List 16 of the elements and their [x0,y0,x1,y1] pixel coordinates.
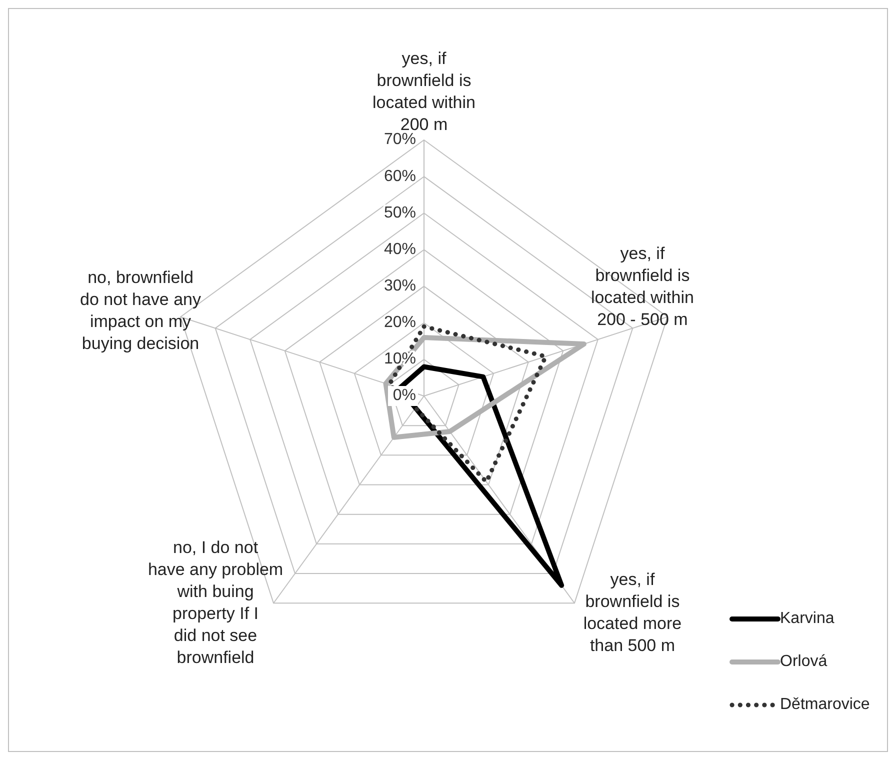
y-tick-label: 0% [392,387,416,404]
y-tick-label: 10% [384,350,416,368]
y-tick-label: 20% [384,314,416,332]
y-tick-label: 70% [384,131,416,148]
spoke-label: yes, if brownfield is located more than 500 m [583,570,682,656]
y-tick-label: 50% [384,204,416,222]
y-tick-label: 40% [384,240,416,258]
spoke-label: no, brownfield do not have any impact on my buying decision [80,268,202,353]
legend-label: Karvina [780,610,834,628]
spoke-label: no, I do not have any problem with buing property If I did not see brownfield [148,538,284,668]
spoke-label: yes, if brownfield is located within 200 m [372,49,476,134]
spoke-label: yes, if brownfield is located within 200 - 500 m [590,244,694,329]
legend-label: Orlová [780,653,828,670]
y-tick-label: 30% [384,278,416,295]
legend-label: Dětmarovice [780,696,870,714]
y-tick-label: 60% [384,168,416,185]
